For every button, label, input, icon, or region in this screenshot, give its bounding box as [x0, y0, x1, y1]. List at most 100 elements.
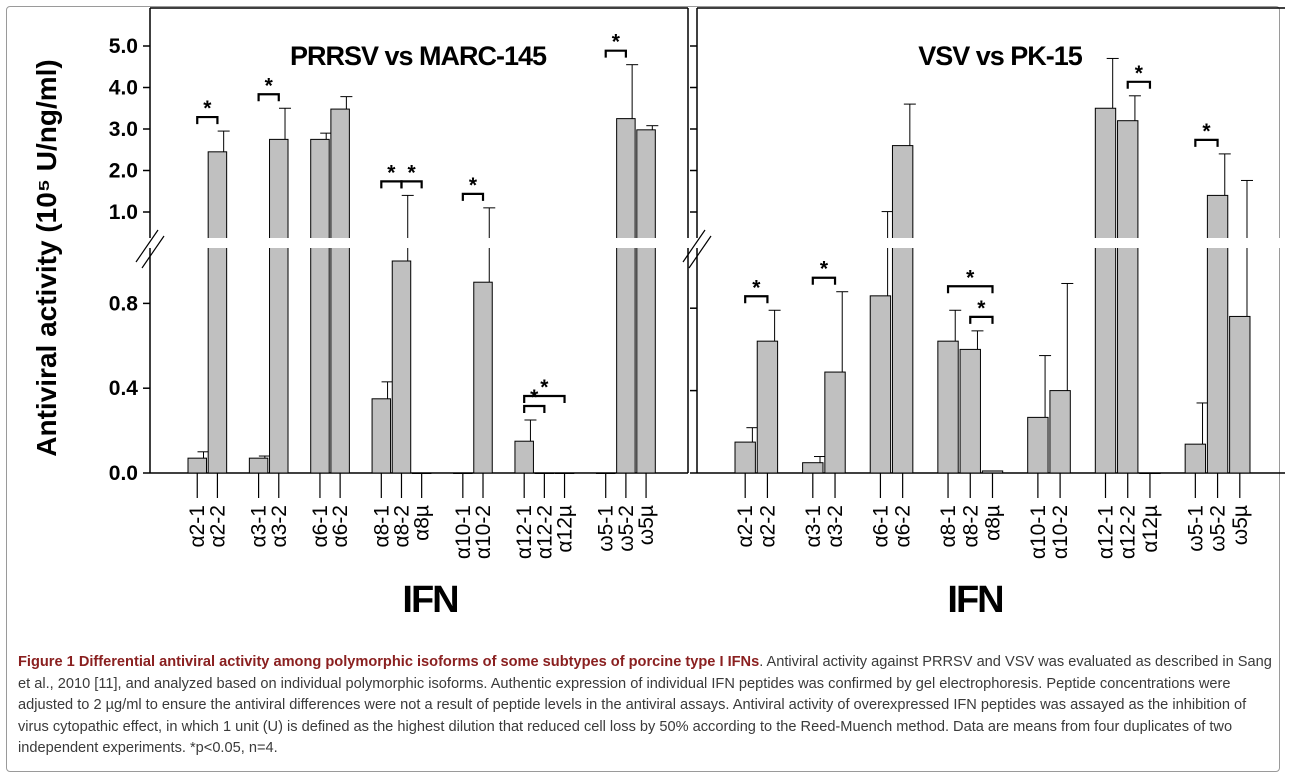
x-tick-label: α12-1: [513, 505, 536, 559]
x-tick-label: α8µ: [411, 505, 434, 541]
bar: [981, 470, 1004, 474]
figure-canvas: PRRSV vs MARC-145 Antiviral activity (10…: [31, 7, 1288, 621]
x-tick-label: α2-1: [186, 505, 209, 548]
x-tick-label: α8-1: [370, 505, 393, 548]
chart-title-right: VSV vs PK-15: [918, 41, 1083, 71]
significance-star: *: [203, 97, 212, 120]
significance-star: *: [265, 74, 274, 97]
x-tick-label: ω5-2: [1207, 505, 1230, 552]
x-tick-label: α12µ: [1139, 505, 1162, 553]
bar: [391, 260, 412, 474]
bar: [756, 340, 779, 474]
bar: [1117, 120, 1139, 474]
x-axis-label-right: IFN: [947, 579, 1002, 621]
bar: [1206, 194, 1229, 474]
significance-star: *: [530, 386, 539, 409]
y-tick-label: 0.0: [109, 462, 138, 485]
significance-star: *: [977, 297, 986, 320]
x-tick-label: ω5-1: [595, 505, 618, 552]
bar: [514, 440, 534, 474]
x-tick-label: α10-1: [452, 505, 475, 559]
bar: [1027, 416, 1049, 474]
x-tick-label: ω5-2: [615, 505, 638, 552]
bar: [734, 441, 756, 474]
significance-bracket: [523, 404, 546, 413]
x-tick-label: α6-1: [309, 505, 332, 548]
y-tick-label: 0.4: [109, 377, 139, 400]
bar: [824, 371, 846, 474]
significance-star: *: [1202, 120, 1211, 143]
bar: [207, 151, 228, 474]
caption-text: . Antiviral activity against PRRSV and V…: [18, 654, 1272, 756]
bar: [636, 129, 656, 474]
significance-bracket: [257, 93, 280, 102]
significance-bracket: [811, 276, 837, 285]
significance-bracket: [946, 285, 994, 294]
x-tick-label: α8-2: [959, 505, 982, 548]
y-tick-label: 2.0: [109, 160, 138, 183]
axis-break-mark: [141, 235, 165, 269]
x-axis-label-left: IFN: [402, 579, 457, 621]
x-tick-label: α10-2: [472, 505, 495, 559]
bar: [616, 118, 636, 474]
axis-break-mark: [135, 229, 159, 263]
bar: [1049, 390, 1071, 474]
significance-star: *: [612, 31, 621, 54]
caption-title: Figure 1 Differential antiviral activity…: [18, 654, 760, 670]
significance-bracket: [523, 394, 566, 403]
bar: [891, 145, 914, 474]
bar: [269, 138, 289, 474]
chart-panel-prrsv: PRRSV vs MARC-145 Antiviral activity (10…: [31, 7, 691, 621]
bar: [937, 340, 959, 474]
significance-bracket: [744, 295, 769, 304]
significance-star: *: [407, 161, 416, 184]
x-tick-label: ω5µ: [635, 505, 658, 545]
x-tick-label: α6-2: [892, 505, 915, 548]
bar: [248, 457, 269, 474]
x-tick-label: α6-1: [869, 505, 892, 548]
x-tick-label: α12-2: [1117, 505, 1140, 559]
significance-star: *: [469, 174, 478, 197]
significance-star: *: [1135, 62, 1144, 85]
x-tick-label: α3-2: [268, 505, 291, 548]
y-tick-label: 3.0: [109, 118, 138, 141]
significance-star: *: [966, 266, 975, 289]
figure-caption: Figure 1 Differential antiviral activity…: [18, 652, 1272, 760]
x-tick-label: α8µ: [981, 505, 1004, 541]
bar: [187, 457, 207, 474]
chart-title-left: PRRSV vs MARC-145: [290, 41, 547, 71]
chart-panel-vsv: VSV vs PK-15 IFN α2-1 α2-2 α3-1 α3-2 α6-1 α6-…: [682, 7, 1288, 621]
bar: [310, 138, 330, 474]
x-tick-label: α8-1: [937, 505, 960, 548]
significance-star: *: [752, 276, 761, 299]
x-tick-label: α12-1: [1094, 505, 1117, 559]
bar: [1094, 107, 1117, 474]
y-axis-label: Antiviral activity (10⁵ U/ng/ml): [31, 59, 62, 456]
axis-break-mark: [682, 229, 706, 263]
x-tick-label: α10-1: [1027, 505, 1050, 559]
x-tick-label: α8-2: [390, 505, 413, 548]
bar: [1229, 315, 1251, 474]
x-tick-label: α10-2: [1049, 505, 1072, 559]
x-tick-label: α2-2: [206, 505, 229, 548]
significance-bracket: [1194, 138, 1219, 147]
significance-bracket: [969, 315, 994, 324]
significance-bracket: [604, 49, 627, 58]
y-tick-label: 1.0: [109, 201, 138, 224]
x-tick-label: ω5-1: [1184, 505, 1207, 552]
x-tick-label: α3-2: [824, 505, 847, 548]
bar: [1184, 443, 1207, 474]
x-tick-label: α3-1: [802, 505, 825, 548]
significance-star: *: [820, 258, 829, 281]
axis-break-mark: [688, 235, 712, 269]
bar: [473, 281, 493, 474]
bar: [330, 108, 350, 474]
axis-break-band: [147, 238, 691, 248]
significance-star: *: [387, 161, 396, 184]
bar: [869, 295, 892, 474]
y-tick-label: 0.8: [109, 292, 139, 315]
bar: [959, 348, 981, 474]
x-tick-label: ω5µ: [1229, 505, 1252, 545]
x-tick-label: α12-2: [533, 505, 556, 559]
bar: [371, 398, 392, 474]
